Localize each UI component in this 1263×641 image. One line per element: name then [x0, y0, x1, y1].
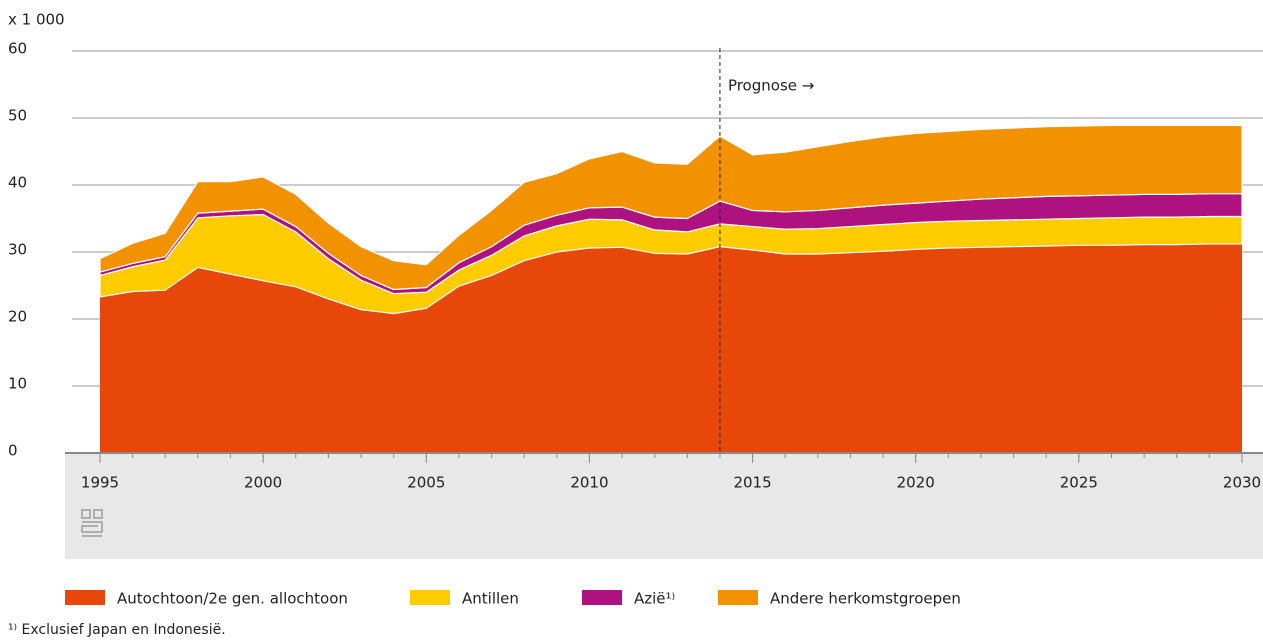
legend-swatch: [582, 590, 622, 605]
legend-label: Antillen: [462, 590, 519, 608]
x-tick-label: 2005: [407, 474, 445, 492]
legend-swatch: [65, 590, 105, 605]
y-tick-label: 60: [8, 40, 27, 58]
y-tick-label: 50: [8, 107, 27, 125]
y-tick-label: 10: [8, 375, 27, 393]
y-axis-label: x 1 000: [8, 11, 65, 29]
area: [99, 124, 1243, 291]
annotation: Prognose →: [728, 77, 814, 95]
legend-label: Azië¹⁾: [634, 590, 675, 608]
x-tick-label: 2010: [570, 474, 608, 492]
x-tick-label: 2020: [897, 474, 935, 492]
x-tick-label: 2015: [733, 474, 771, 492]
y-tick-label: 0: [8, 442, 18, 460]
x-tick-label: 2025: [1060, 474, 1098, 492]
legend-label: Andere herkomstgroepen: [770, 590, 961, 608]
area: [100, 243, 1242, 453]
x-tick-label: 2030: [1223, 474, 1261, 492]
legend-swatch: [410, 590, 450, 605]
x-tick-label: 1995: [81, 474, 119, 492]
x-tick-label: 2000: [244, 474, 282, 492]
legend-swatch: [718, 590, 758, 605]
footnote: ¹⁾ Exclusief Japan en Indonesië.: [8, 622, 226, 637]
y-tick-label: 30: [8, 241, 27, 259]
y-tick-label: 20: [8, 308, 27, 326]
axis-band: [65, 453, 1263, 559]
y-tick-label: 40: [8, 174, 27, 192]
logo: [81, 509, 103, 537]
legend-label: Autochtoon/2e gen. allochtoon: [117, 590, 348, 608]
